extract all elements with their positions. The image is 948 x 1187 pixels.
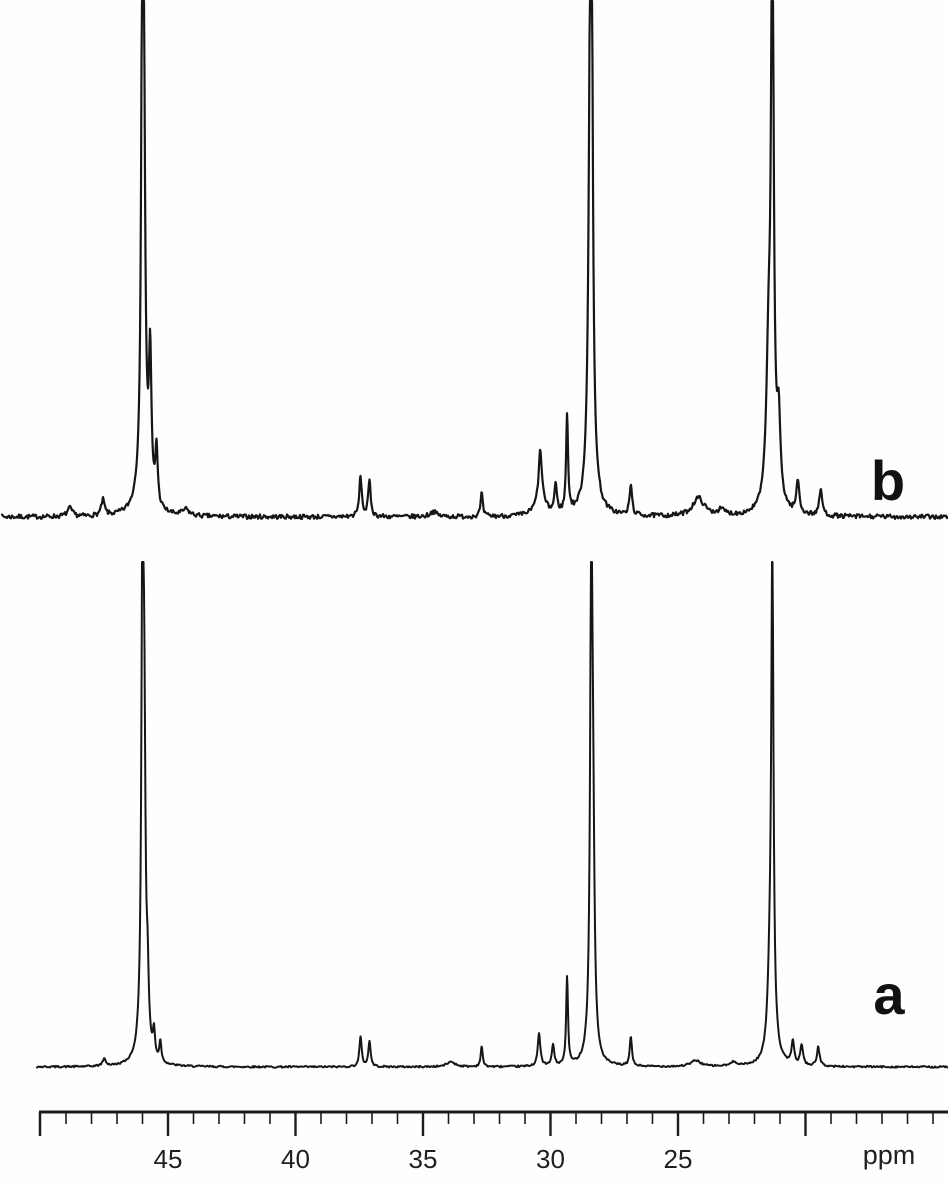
trace-a bbox=[36, 561, 948, 1069]
x-axis-ruler: 45 40 35 30 25 ppm bbox=[38, 1110, 948, 1174]
panel-label-a: a bbox=[873, 963, 905, 1026]
axis-tick-label: 40 bbox=[281, 1144, 310, 1174]
axis-unit-label: ppm bbox=[863, 1140, 916, 1170]
axis-tick-label: 25 bbox=[664, 1144, 693, 1174]
spectrum-trace-b bbox=[0, 0, 948, 520]
axis-tick-label: 30 bbox=[536, 1144, 565, 1174]
spectrum-trace-a bbox=[36, 561, 948, 1069]
axis-tick-label: 45 bbox=[154, 1144, 183, 1174]
trace-b bbox=[0, 0, 948, 520]
panel-label-b: b bbox=[871, 449, 905, 512]
axis-tick-label: 35 bbox=[409, 1144, 438, 1174]
